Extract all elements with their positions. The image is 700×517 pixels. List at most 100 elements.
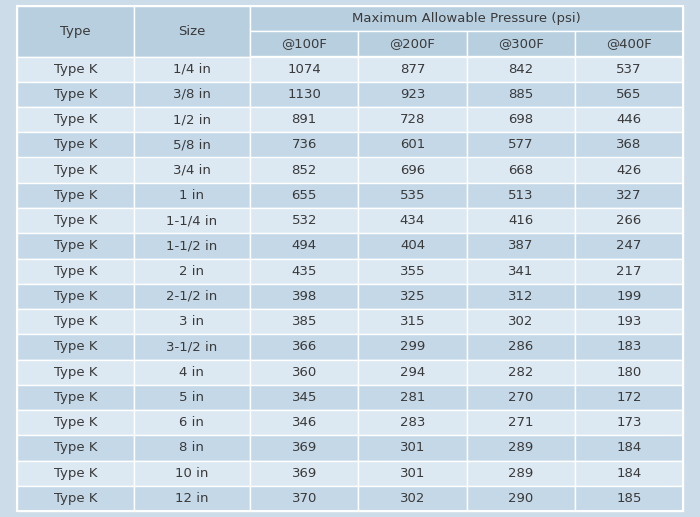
Text: 8 in: 8 in xyxy=(179,442,204,454)
Bar xyxy=(358,309,467,334)
Bar xyxy=(358,208,467,233)
Bar xyxy=(17,461,134,486)
Bar xyxy=(250,359,358,385)
Bar xyxy=(467,158,575,183)
Text: 3/4 in: 3/4 in xyxy=(173,163,211,177)
Bar xyxy=(575,183,683,208)
Bar xyxy=(17,56,134,82)
Bar xyxy=(358,31,467,56)
Text: 668: 668 xyxy=(508,163,533,177)
Bar xyxy=(358,107,467,132)
Text: 6 in: 6 in xyxy=(179,416,204,429)
Bar xyxy=(17,486,134,511)
Text: Type K: Type K xyxy=(53,163,97,177)
Text: Type K: Type K xyxy=(53,492,97,505)
Bar xyxy=(250,385,358,410)
Bar xyxy=(250,31,358,56)
Bar xyxy=(467,183,575,208)
Text: 426: 426 xyxy=(616,163,641,177)
Text: 199: 199 xyxy=(616,290,641,303)
Bar xyxy=(250,309,358,334)
Text: 327: 327 xyxy=(616,189,642,202)
Bar xyxy=(250,208,358,233)
Bar xyxy=(575,82,683,107)
Bar xyxy=(134,435,250,461)
Text: 283: 283 xyxy=(400,416,425,429)
Bar xyxy=(575,461,683,486)
Text: 270: 270 xyxy=(508,391,533,404)
Text: 12 in: 12 in xyxy=(175,492,209,505)
Bar xyxy=(134,359,250,385)
Text: 345: 345 xyxy=(291,391,317,404)
Text: Type K: Type K xyxy=(53,63,97,75)
Text: 923: 923 xyxy=(400,88,425,101)
Text: 1-1/4 in: 1-1/4 in xyxy=(167,214,218,227)
Text: 891: 891 xyxy=(292,113,317,126)
Bar xyxy=(467,486,575,511)
Bar xyxy=(134,486,250,511)
Text: 601: 601 xyxy=(400,139,425,151)
Bar xyxy=(134,56,250,82)
Bar xyxy=(467,334,575,359)
Text: 852: 852 xyxy=(291,163,317,177)
Bar xyxy=(358,258,467,284)
Text: 537: 537 xyxy=(616,63,642,75)
Text: 398: 398 xyxy=(292,290,317,303)
Text: 193: 193 xyxy=(616,315,642,328)
Bar xyxy=(358,359,467,385)
Text: 1-1/2 in: 1-1/2 in xyxy=(166,239,218,252)
Bar xyxy=(17,82,134,107)
Text: 3/8 in: 3/8 in xyxy=(173,88,211,101)
Bar xyxy=(467,82,575,107)
Text: Type K: Type K xyxy=(53,189,97,202)
Bar xyxy=(358,385,467,410)
Text: 728: 728 xyxy=(400,113,425,126)
Text: 341: 341 xyxy=(508,265,533,278)
Text: 289: 289 xyxy=(508,442,533,454)
Bar xyxy=(17,158,134,183)
Bar xyxy=(17,410,134,435)
Bar xyxy=(467,410,575,435)
Bar xyxy=(575,233,683,258)
Text: 366: 366 xyxy=(292,340,317,354)
Text: 299: 299 xyxy=(400,340,425,354)
Text: 387: 387 xyxy=(508,239,533,252)
Bar xyxy=(358,183,467,208)
Bar xyxy=(467,31,575,56)
Bar xyxy=(250,233,358,258)
Bar xyxy=(575,334,683,359)
Text: 696: 696 xyxy=(400,163,425,177)
Text: 5 in: 5 in xyxy=(179,391,204,404)
Text: 494: 494 xyxy=(292,239,317,252)
Text: 184: 184 xyxy=(616,442,641,454)
Text: 10 in: 10 in xyxy=(175,467,209,480)
Text: 1074: 1074 xyxy=(287,63,321,75)
Bar xyxy=(250,334,358,359)
Bar xyxy=(250,410,358,435)
Text: 180: 180 xyxy=(616,366,641,378)
Bar xyxy=(250,82,358,107)
Bar xyxy=(467,233,575,258)
Text: 315: 315 xyxy=(400,315,425,328)
Bar xyxy=(250,183,358,208)
Text: 282: 282 xyxy=(508,366,533,378)
Bar xyxy=(467,107,575,132)
Text: 1/4 in: 1/4 in xyxy=(173,63,211,75)
Bar xyxy=(250,435,358,461)
Bar xyxy=(250,284,358,309)
Text: 2-1/2 in: 2-1/2 in xyxy=(166,290,218,303)
Bar xyxy=(575,132,683,158)
Bar xyxy=(250,56,358,82)
Bar xyxy=(575,258,683,284)
Bar xyxy=(134,309,250,334)
Bar xyxy=(134,208,250,233)
Bar xyxy=(250,158,358,183)
Bar xyxy=(467,385,575,410)
Text: 369: 369 xyxy=(292,442,317,454)
Bar xyxy=(358,486,467,511)
Bar xyxy=(575,158,683,183)
Text: 217: 217 xyxy=(616,265,642,278)
Bar xyxy=(250,6,683,31)
Bar xyxy=(134,158,250,183)
Bar xyxy=(575,385,683,410)
